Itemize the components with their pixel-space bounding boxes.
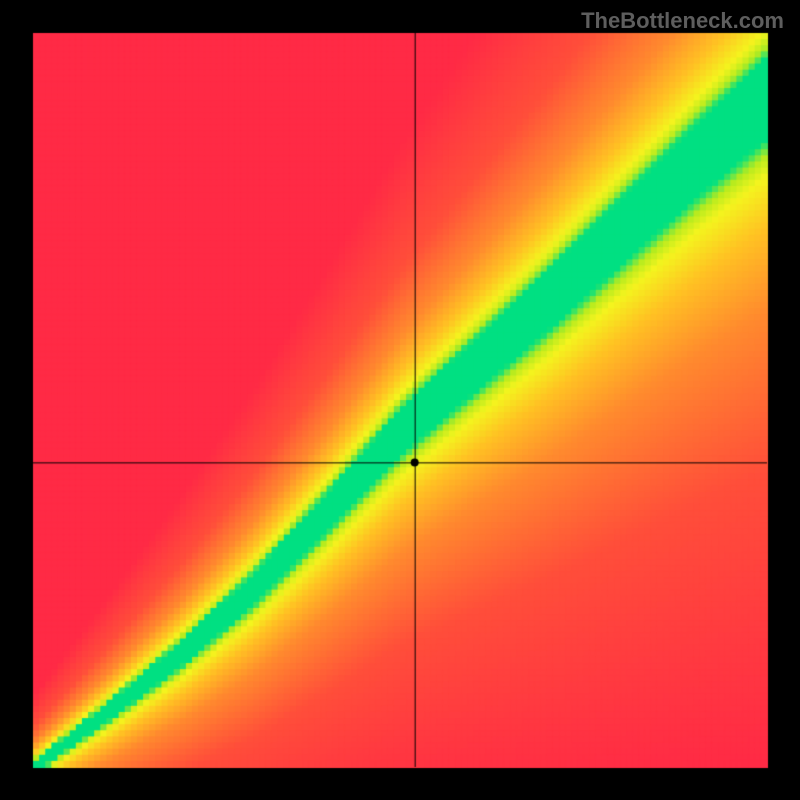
bottleneck-heatmap bbox=[0, 0, 800, 800]
watermark-text: TheBottleneck.com bbox=[581, 8, 784, 34]
